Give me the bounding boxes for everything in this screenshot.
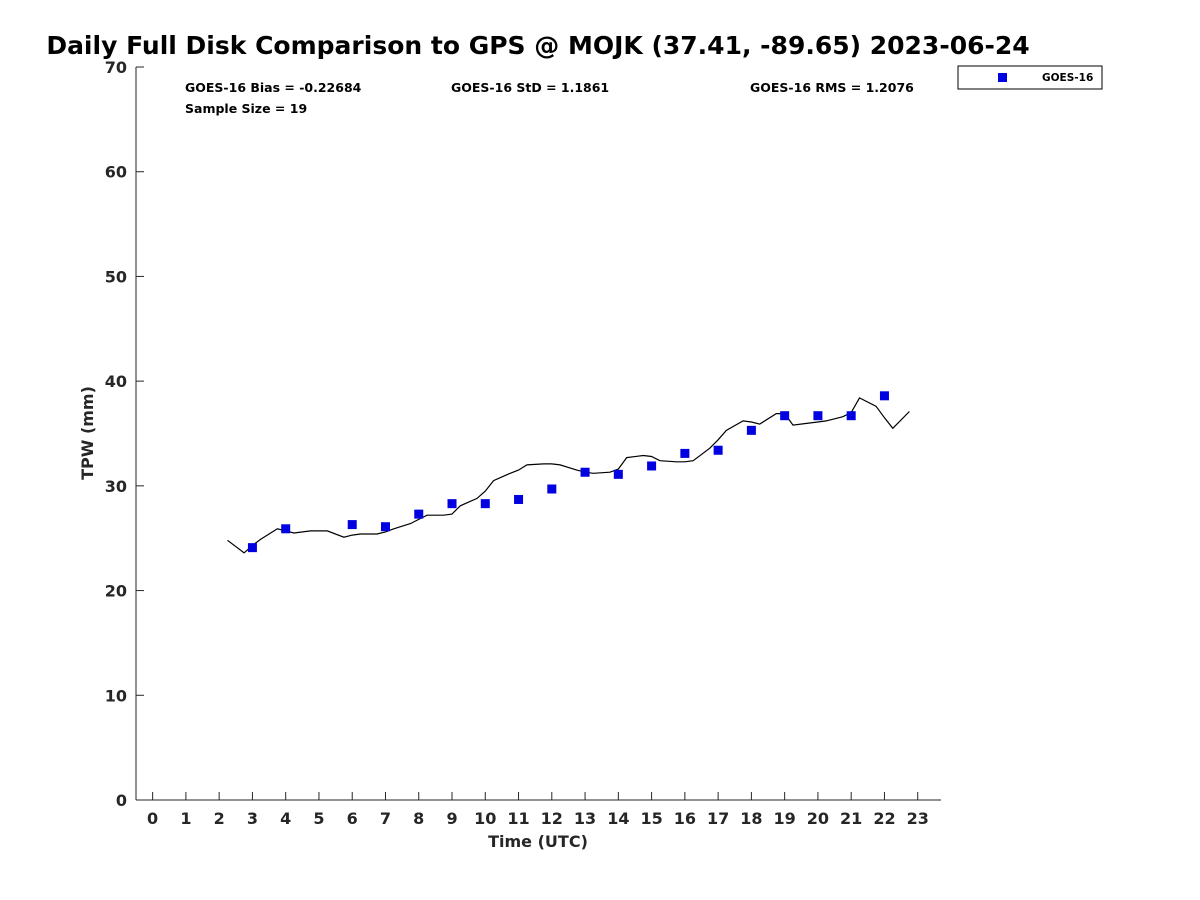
goes16-data-point [613,469,623,479]
x-tick-label: 5 [313,809,324,828]
goes16-data-point [247,543,257,553]
goes16-data-point [281,524,291,534]
x-tick-label: 17 [707,809,729,828]
goes16-data-point [879,391,889,401]
y-tick-label: 60 [105,163,127,182]
y-tick-label: 40 [105,372,127,391]
y-tick-label: 70 [105,58,127,77]
x-tick-label: 7 [380,809,391,828]
y-tick-label: 20 [105,582,127,601]
goes16-data-point [380,522,390,532]
stat-sample-size: Sample Size = 19 [185,101,307,116]
goes16-marker-layer [247,391,889,553]
goes16-data-point [680,448,690,458]
stat-bias: GOES-16 Bias = -0.22684 [185,80,362,95]
y-axis-label: TPW (mm) [78,386,97,480]
stats-annotations: GOES-16 Bias = -0.22684 GOES-16 StD = 1.… [185,80,914,116]
y-tick-label: 30 [105,477,127,496]
x-axis-label: Time (UTC) [488,832,588,851]
stat-std: GOES-16 StD = 1.1861 [451,80,609,95]
x-tick-label: 18 [740,809,762,828]
goes16-data-point [746,425,756,435]
goes16-data-point [647,461,657,471]
goes16-data-point [514,494,524,504]
legend-label: GOES-16 [1042,72,1093,84]
chart-title: Daily Full Disk Comparison to GPS @ MOJK… [46,31,1029,60]
x-tick-label: 2 [214,809,225,828]
x-tick-label: 15 [640,809,662,828]
goes16-data-point [846,411,856,421]
x-tick-label: 1 [180,809,191,828]
x-tick-label: 4 [280,809,291,828]
goes16-data-point [580,467,590,477]
goes16-data-point [414,509,424,519]
goes16-data-point [780,411,790,421]
x-tick-label: 8 [413,809,424,828]
goes16-data-point [813,411,823,421]
x-tick-label: 19 [774,809,796,828]
gps-tpw-line [227,397,910,554]
x-tick-label: 0 [147,809,158,828]
x-tick-label: 11 [507,809,529,828]
goes16-data-point [347,520,357,530]
x-tick-label: 13 [574,809,596,828]
y-tick-label: 10 [105,686,127,705]
gps-line-layer [227,397,910,554]
x-tick-label: 20 [807,809,829,828]
x-tick-label: 16 [674,809,696,828]
x-tick-label: 21 [840,809,862,828]
goes16-data-point [480,499,490,509]
x-tick-label: 14 [607,809,629,828]
goes16-data-point [713,445,723,455]
x-tick-label: 23 [907,809,929,828]
x-tick-label: 22 [873,809,895,828]
x-tick-label: 9 [446,809,457,828]
goes16-data-point [547,484,557,494]
legend: GOES-16 [957,65,1103,90]
x-tick-label: 3 [247,809,258,828]
goes16-data-point [447,499,457,509]
x-tick-label: 12 [541,809,563,828]
y-tick-label: 50 [105,267,127,286]
y-tick-label: 0 [116,791,127,810]
x-tick-label: 6 [347,809,358,828]
stat-rms: GOES-16 RMS = 1.2076 [750,80,914,95]
legend-square-marker [998,73,1007,82]
legend-box [957,65,1103,90]
x-tick-label: 10 [474,809,496,828]
